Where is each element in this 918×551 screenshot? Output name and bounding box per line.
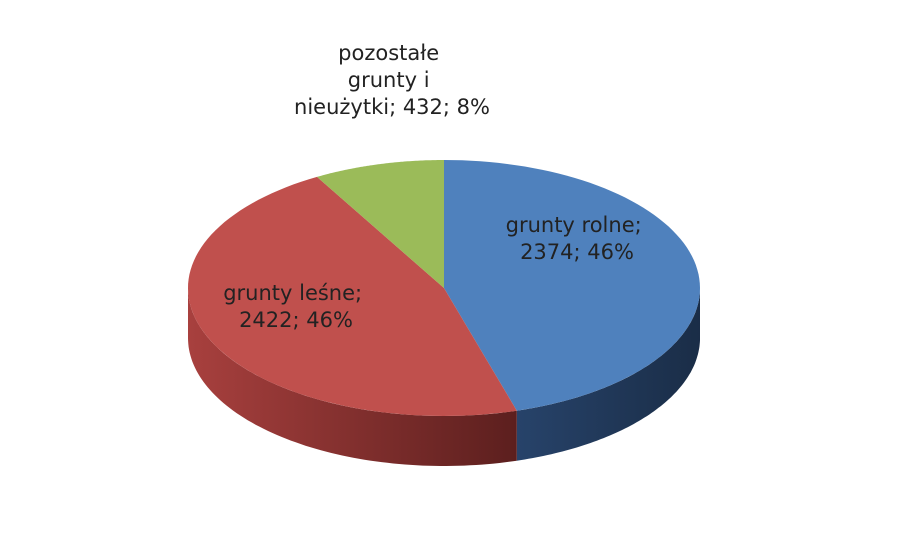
slice — [444, 160, 700, 411]
data-label: grunty rolne; 2374; 46% — [506, 213, 649, 264]
slice — [188, 176, 517, 416]
slice-side — [188, 288, 517, 466]
slice — [317, 160, 444, 288]
data-label: pozostałe grunty i nieużytki; 432; 8% — [294, 41, 490, 119]
slice-side — [516, 288, 700, 461]
data-label: grunty leśne; 2422; 46% — [223, 281, 369, 332]
